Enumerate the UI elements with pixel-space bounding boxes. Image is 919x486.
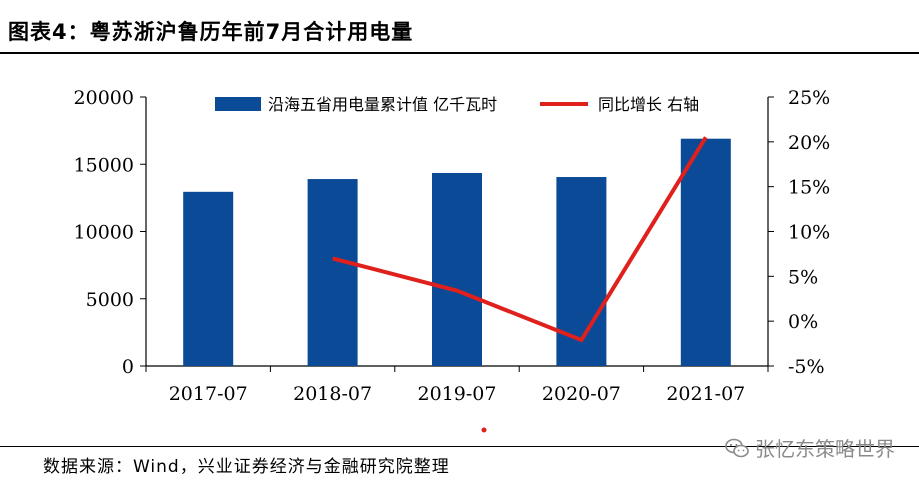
bar-2018-07 <box>307 179 358 366</box>
chart-title: 图表4：粤苏浙沪鲁历年前7月合计用电量 <box>8 20 414 44</box>
right-tick-label: 5% <box>788 266 818 288</box>
growth-line <box>332 136 708 343</box>
left-tick-label: 10000 <box>74 222 134 244</box>
source-note: 数据来源：Wind，兴业证券经济与金融研究院整理 <box>43 457 450 477</box>
legend-line-label: 同比增长 右轴 <box>598 95 699 114</box>
right-tick-label: 15% <box>788 177 830 199</box>
legend-bar-label: 沿海五省用电量累计值 亿千瓦时 <box>268 95 497 114</box>
right-tick-label: 20% <box>788 132 830 154</box>
bar-2021-07 <box>680 138 731 366</box>
right-tick-label: 10% <box>788 222 830 244</box>
x-tick-label: 2017-07 <box>169 383 248 405</box>
bar-2017-07 <box>183 191 234 366</box>
x-tick-label: 2019-07 <box>418 383 497 405</box>
title-divider <box>0 52 919 54</box>
right-tick-label: -5% <box>788 356 825 378</box>
stray-red-dot <box>481 427 487 433</box>
left-tick-label: 5000 <box>86 289 134 311</box>
watermark-text: 张忆东策略世界 <box>755 437 895 461</box>
left-tick-label: 0 <box>122 356 134 378</box>
chart-canvas: 0 5000 10000 15000 20000 -5% 0% 5% 10% 15% 20% 25% 2… <box>74 87 830 433</box>
left-tick-label: 20000 <box>74 87 134 109</box>
right-tick-label: 0% <box>788 311 818 333</box>
x-tick-label: 2020-07 <box>542 383 621 405</box>
legend-bar-swatch <box>215 97 261 111</box>
right-tick-label: 25% <box>788 87 830 109</box>
x-tick-label: 2021-07 <box>666 383 745 405</box>
wechat-icon <box>725 438 749 457</box>
x-tick-label: 2018-07 <box>293 383 372 405</box>
footer-divider <box>0 446 919 447</box>
watermark: 张忆东策略世界 <box>725 433 895 462</box>
bar-2019-07 <box>432 172 482 366</box>
left-tick-label: 15000 <box>74 154 134 176</box>
